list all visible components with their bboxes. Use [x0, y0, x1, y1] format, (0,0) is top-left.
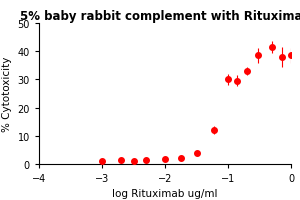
Title: 5% baby rabbit complement with Rituximab: 5% baby rabbit complement with Rituximab [20, 10, 300, 23]
X-axis label: log Rituximab ug/ml: log Rituximab ug/ml [112, 188, 218, 198]
Y-axis label: % Cytotoxicity: % Cytotoxicity [2, 56, 12, 132]
